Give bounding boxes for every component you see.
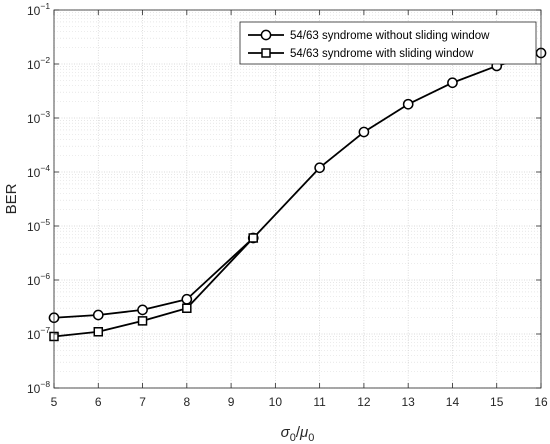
data-point xyxy=(93,327,104,337)
x-tick-label: 13 xyxy=(402,395,416,409)
tick-marks xyxy=(53,9,542,389)
y-axis-label: BER xyxy=(3,183,20,214)
legend-marker xyxy=(261,48,271,58)
legend-marker xyxy=(260,29,272,41)
series-layer xyxy=(48,47,547,342)
x-tick-label: 6 xyxy=(95,395,102,409)
y-tick-label: 10−5 xyxy=(27,217,50,234)
data-point xyxy=(314,162,325,174)
y-tick-label: 10−2 xyxy=(27,55,50,72)
x-tick-label: 7 xyxy=(139,395,146,409)
plot-frame xyxy=(53,9,542,389)
legend: 54/63 syndrome without sliding window 54/… xyxy=(239,21,537,65)
legend-label: 54/63 syndrome with sliding window xyxy=(290,48,474,60)
x-axis-label: σ0/μ0 xyxy=(281,424,315,444)
y-tick-labels: 10−8 10−7 10−6 10−5 10−4 10−3 10−2 10−1 xyxy=(27,1,50,396)
data-point xyxy=(92,309,104,321)
y-tick-label: 10−4 xyxy=(27,163,50,180)
plot-area xyxy=(54,10,541,388)
legend-box xyxy=(239,21,537,65)
x-tick-label: 14 xyxy=(446,395,460,409)
data-point xyxy=(447,77,458,89)
x-tick-labels: 5 6 7 8 9 10 11 12 13 14 15 16 xyxy=(51,395,548,409)
y-tick-label: 10−3 xyxy=(27,109,50,126)
legend-label: 54/63 syndrome without sliding window xyxy=(290,30,490,42)
x-tick-label: 9 xyxy=(228,395,235,409)
data-point xyxy=(137,316,148,326)
data-point xyxy=(248,233,258,243)
x-tick-label: 12 xyxy=(357,395,371,409)
x-tick-label: 16 xyxy=(534,395,548,409)
data-point xyxy=(181,293,193,305)
x-tick-label: 5 xyxy=(51,395,58,409)
y-tick-label: 10−1 xyxy=(27,1,50,18)
y-tick-label: 10−7 xyxy=(27,325,50,342)
data-point xyxy=(402,98,414,110)
data-point xyxy=(137,304,148,316)
y-tick-label: 10−8 xyxy=(27,379,50,396)
series-without-sliding-window xyxy=(48,47,547,324)
legend-item: 54/63 syndrome without sliding window xyxy=(248,29,490,42)
x-tick-label: 15 xyxy=(490,395,504,409)
x-tick-label: 11 xyxy=(313,395,326,409)
data-point xyxy=(358,126,370,138)
legend-item: 54/63 syndrome with sliding window xyxy=(248,48,474,60)
x-tick-label: 8 xyxy=(183,395,190,409)
data-point xyxy=(182,303,192,313)
y-tick-label: 10−6 xyxy=(27,271,50,288)
x-tick-label: 10 xyxy=(269,395,283,409)
